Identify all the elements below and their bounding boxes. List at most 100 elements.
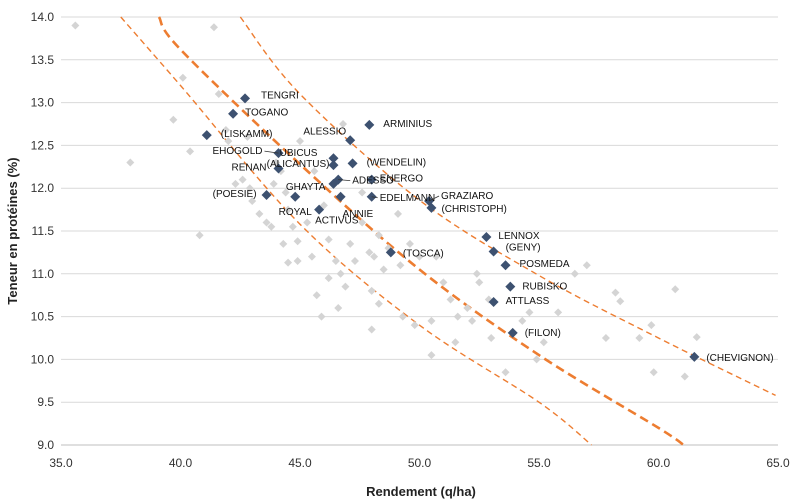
- background-point: [446, 295, 455, 304]
- background-point: [370, 252, 379, 261]
- background-point: [451, 338, 460, 347]
- leader-line: [338, 179, 351, 182]
- background-point: [248, 197, 257, 206]
- background-point: [346, 239, 355, 248]
- point-label: (CHRISTOPH): [441, 204, 506, 215]
- background-point: [432, 252, 441, 261]
- point-label: ADESSO: [352, 176, 394, 187]
- y-tick-label: 11.0: [32, 267, 55, 281]
- labeled-point: [228, 108, 239, 119]
- background-point: [439, 278, 448, 287]
- point-label: (TOSCA): [403, 248, 444, 259]
- point-label: GHAYTA: [286, 182, 326, 193]
- background-point: [169, 115, 178, 124]
- labeled-points: [201, 93, 700, 362]
- x-axis-ticks: 35.0 40.0 45.0 50.0 55.0 60.0 65.0: [49, 456, 790, 470]
- point-label: EDELMANN: [380, 193, 436, 204]
- background-point: [331, 256, 340, 265]
- labeled-point: [426, 202, 437, 213]
- point-label: POSMEDA: [520, 259, 570, 270]
- labeled-point: [507, 327, 518, 338]
- y-tick-label: 13.0: [31, 96, 55, 110]
- background-point: [532, 355, 541, 364]
- background-point: [398, 312, 407, 321]
- background-point: [214, 90, 223, 99]
- background-point: [539, 338, 548, 347]
- background-point: [339, 120, 348, 128]
- background-point: [415, 252, 424, 261]
- x-tick-label: 40.0: [169, 456, 193, 470]
- labeled-point: [328, 178, 339, 189]
- background-point: [649, 368, 658, 377]
- background-point: [358, 218, 367, 227]
- y-tick-label: 10.5: [31, 310, 55, 324]
- background-point: [680, 372, 689, 381]
- background-point: [281, 188, 290, 197]
- point-label: GRAZIARO: [441, 191, 493, 202]
- background-point: [238, 175, 247, 184]
- labeled-point: [335, 191, 346, 202]
- background-point: [570, 269, 579, 278]
- labeled-point: [366, 174, 377, 185]
- background-point: [293, 256, 302, 265]
- background-point: [635, 334, 644, 342]
- background-point: [472, 269, 481, 278]
- background-point: [296, 137, 304, 146]
- point-label: ACTIVUS: [315, 216, 359, 227]
- background-point: [307, 252, 316, 261]
- background-point: [350, 256, 359, 265]
- background-point: [336, 269, 345, 278]
- background-point: [319, 201, 328, 210]
- labeled-point: [347, 158, 358, 169]
- background-point: [582, 261, 591, 270]
- y-tick-label: 14.0: [31, 10, 55, 24]
- point-label: (FILON): [525, 328, 561, 339]
- background-point: [427, 316, 436, 325]
- background-point: [379, 265, 388, 274]
- labeled-point: [488, 246, 499, 257]
- background-point: [367, 325, 376, 334]
- background-point: [405, 239, 414, 248]
- labeled-point: [488, 297, 499, 308]
- labeled-point: [689, 351, 700, 362]
- labeled-point: [290, 191, 301, 202]
- background-point: [178, 73, 187, 82]
- point-labels: TENGRI TOGANO (LISKAMM) EHOGOLD RENAN (POESIE…: [212, 90, 773, 364]
- leader-line: [264, 150, 279, 154]
- background-point: [269, 179, 278, 188]
- point-label: UBICUS: [280, 148, 318, 159]
- point-label: ALESSIO: [303, 126, 346, 137]
- background-point: [284, 205, 293, 214]
- labeled-point: [273, 163, 284, 174]
- background-point: [501, 368, 510, 377]
- leader-line: [371, 196, 378, 199]
- x-tick-label: 55.0: [527, 456, 551, 470]
- background-point: [393, 209, 402, 218]
- background-point: [468, 316, 477, 325]
- labeled-point: [364, 119, 375, 130]
- background-point: [310, 167, 319, 176]
- background-point: [374, 231, 383, 240]
- point-label: TOGANO: [245, 108, 288, 119]
- background-point: [616, 297, 625, 306]
- labeled-point: [345, 135, 356, 146]
- labeled-point: [385, 247, 396, 258]
- bound-curve: [120, 16, 593, 446]
- point-label: ATTLASS: [506, 296, 550, 307]
- background-point: [475, 278, 484, 287]
- background-point: [647, 321, 656, 330]
- labeled-point: [328, 153, 339, 164]
- background-point: [267, 222, 276, 231]
- background-points: [71, 21, 701, 381]
- background-point: [518, 316, 527, 325]
- background-point: [209, 23, 218, 32]
- point-label: ANNIE: [343, 209, 374, 220]
- labeled-point: [201, 130, 212, 141]
- background-point: [243, 132, 252, 141]
- background-point: [341, 282, 350, 291]
- y-tick-label: 12.5: [31, 138, 55, 152]
- background-point: [463, 304, 472, 313]
- y-axis-ticks: 9.0 9.5 10.0 10.5 11.0 11.5 12.0 12.5 13.0 13.5 14…: [31, 10, 55, 452]
- labeled-point: [240, 93, 251, 104]
- x-tick-label: 45.0: [288, 456, 312, 470]
